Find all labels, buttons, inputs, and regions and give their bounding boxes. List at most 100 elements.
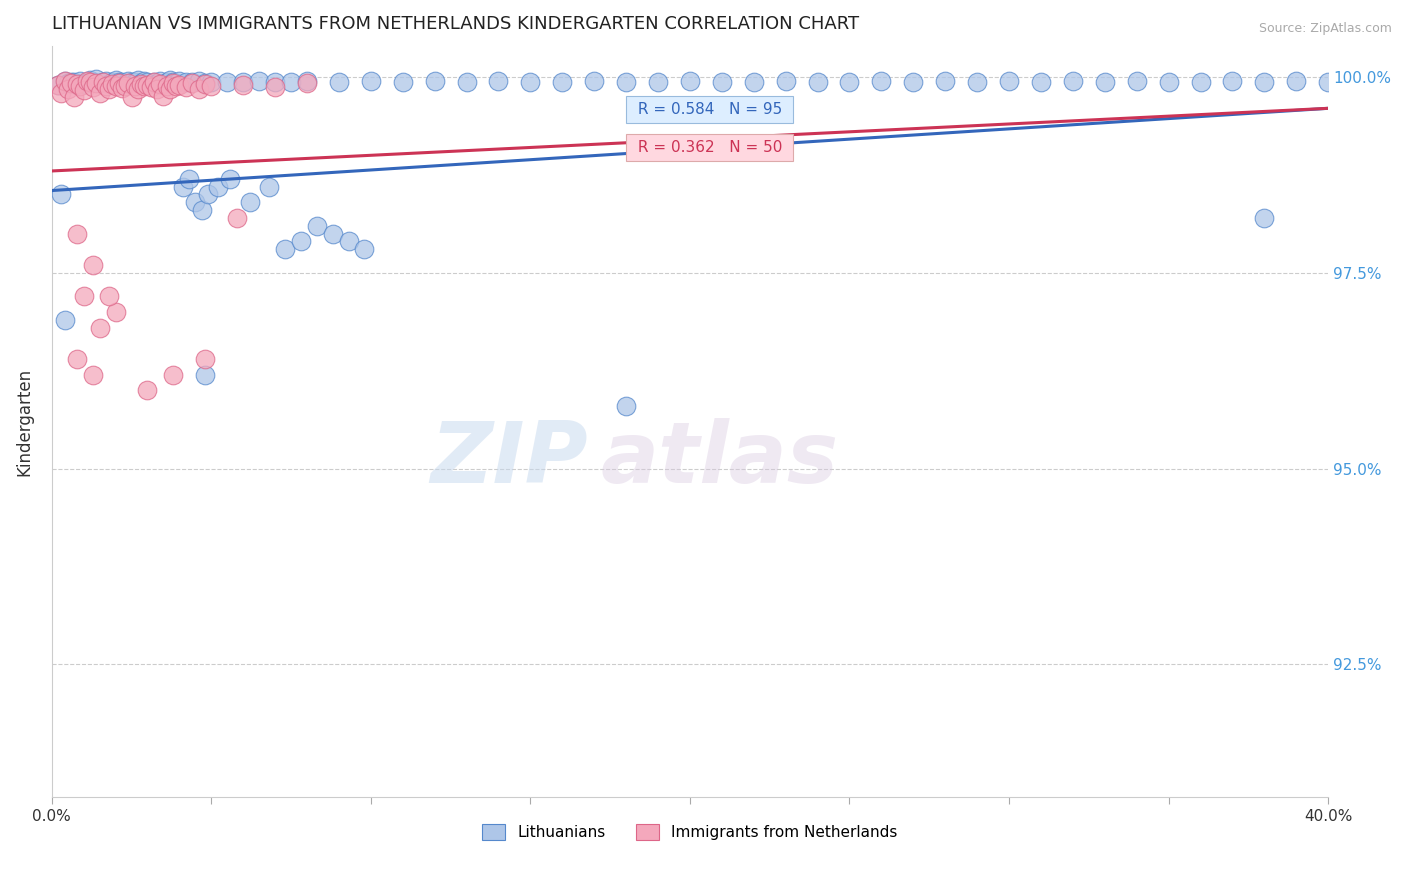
Point	[51, 86, 73, 100]
Point	[247, 74, 270, 88]
Point	[165, 79, 187, 94]
Point	[63, 89, 86, 103]
Point	[98, 77, 121, 91]
Point	[1125, 74, 1147, 88]
Point	[76, 75, 98, 89]
Point	[337, 235, 360, 249]
Point	[129, 76, 152, 90]
Point	[305, 219, 328, 233]
Legend: Lithuanians, Immigrants from Netherlands: Lithuanians, Immigrants from Netherlands	[477, 818, 904, 847]
Point	[89, 76, 111, 90]
Point	[232, 78, 254, 92]
Point	[194, 76, 217, 90]
Point	[91, 75, 114, 89]
Point	[181, 75, 204, 89]
Point	[162, 76, 184, 90]
Point	[217, 75, 239, 89]
Point	[146, 76, 169, 90]
Point	[66, 227, 89, 241]
Point	[187, 81, 209, 95]
Point	[136, 78, 159, 92]
Point	[114, 79, 136, 94]
Point	[111, 81, 134, 95]
Point	[69, 74, 91, 88]
Point	[162, 368, 184, 382]
Point	[614, 399, 637, 413]
Point	[121, 89, 143, 103]
Point	[134, 79, 156, 94]
Point	[295, 74, 318, 88]
Point	[194, 351, 217, 366]
Point	[59, 76, 82, 90]
Point	[107, 76, 129, 90]
Point	[870, 74, 893, 88]
Point	[290, 235, 312, 249]
Point	[89, 320, 111, 334]
Point	[79, 73, 101, 87]
Point	[1253, 211, 1275, 225]
Point	[257, 179, 280, 194]
Point	[149, 77, 172, 91]
Point	[46, 78, 69, 92]
Point	[1222, 74, 1244, 88]
Point	[142, 75, 165, 89]
Point	[181, 76, 204, 90]
Point	[551, 75, 574, 89]
Point	[73, 289, 96, 303]
Point	[101, 77, 124, 91]
Point	[838, 75, 860, 89]
Text: Source: ZipAtlas.com: Source: ZipAtlas.com	[1258, 22, 1392, 36]
Point	[225, 211, 247, 225]
Point	[73, 82, 96, 96]
Point	[190, 203, 212, 218]
Point	[59, 75, 82, 89]
Point	[89, 86, 111, 100]
Point	[165, 76, 187, 90]
Point	[194, 368, 217, 382]
Point	[82, 258, 104, 272]
Text: R = 0.584   N = 95: R = 0.584 N = 95	[633, 102, 786, 117]
Point	[280, 75, 302, 89]
Point	[56, 81, 79, 95]
Point	[124, 75, 146, 89]
Point	[174, 75, 197, 89]
Point	[207, 179, 229, 194]
Point	[806, 75, 828, 89]
Point	[998, 74, 1021, 88]
Point	[194, 77, 217, 91]
Point	[934, 74, 956, 88]
Point	[423, 74, 446, 88]
Point	[295, 76, 318, 90]
Point	[82, 75, 104, 89]
Point	[73, 77, 96, 91]
Point	[232, 75, 254, 89]
Point	[53, 74, 76, 88]
Point	[742, 75, 765, 89]
Point	[456, 75, 478, 89]
Point	[69, 79, 91, 94]
Y-axis label: Kindergarten: Kindergarten	[15, 368, 32, 475]
Point	[264, 80, 287, 95]
Point	[127, 81, 149, 95]
Text: R = 0.362   N = 50: R = 0.362 N = 50	[633, 140, 787, 154]
Point	[91, 75, 114, 89]
Point	[136, 75, 159, 89]
Point	[114, 77, 136, 91]
Point	[187, 74, 209, 88]
Point	[82, 368, 104, 382]
Point	[360, 74, 382, 88]
Point	[583, 74, 606, 88]
Point	[903, 75, 925, 89]
Point	[614, 75, 637, 89]
Point	[647, 75, 669, 89]
Point	[197, 187, 219, 202]
Point	[98, 81, 121, 95]
Point	[328, 75, 350, 89]
Point	[66, 77, 89, 91]
Point	[519, 75, 541, 89]
Point	[51, 187, 73, 202]
Point	[177, 171, 200, 186]
Point	[679, 74, 702, 88]
Point	[94, 74, 117, 88]
Text: LITHUANIAN VS IMMIGRANTS FROM NETHERLANDS KINDERGARTEN CORRELATION CHART: LITHUANIAN VS IMMIGRANTS FROM NETHERLAND…	[52, 15, 859, 33]
